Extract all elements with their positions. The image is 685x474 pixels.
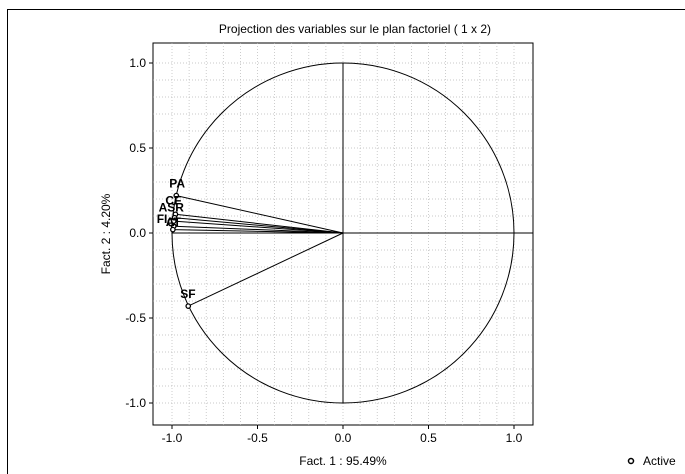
point-label: ASR <box>159 201 185 215</box>
x-axis-label: Fact. 1 : 95.49% <box>299 454 387 468</box>
point-label: FI <box>157 212 168 226</box>
y-tick-label: 0.0 <box>129 226 146 240</box>
data-point <box>173 192 180 199</box>
data-point <box>170 218 177 224</box>
vector-line <box>188 232 344 307</box>
x-tick-label: 1.0 <box>506 431 523 445</box>
y-tick-label: -1.0 <box>125 396 146 410</box>
point-label: C <box>167 216 176 230</box>
legend: Active <box>627 454 676 468</box>
y-tick-label: -0.5 <box>125 311 146 325</box>
legend-marker <box>627 457 635 465</box>
y-tick-label: 0.5 <box>129 141 146 155</box>
chart-frame <box>7 9 685 474</box>
point-label: SF <box>180 287 195 301</box>
data-point <box>185 303 192 309</box>
vector-line <box>176 195 344 234</box>
y-tick-labels: 1.0 0.5 0.0 -0.5 -1.0 <box>125 56 153 410</box>
x-tick-label: 0.5 <box>420 431 437 445</box>
legend-label: Active <box>643 454 676 468</box>
vector-line <box>174 217 344 234</box>
x-tick-labels: -1.0 -0.5 0.0 0.5 1.0 <box>162 425 523 445</box>
chart-title: Projection des variables sur le plan fac… <box>219 22 491 36</box>
x-tick-label: 0.0 <box>335 431 352 445</box>
point-label: CF <box>165 193 181 207</box>
y-axis-label: Fact. 2 : 4.20% <box>99 193 113 274</box>
point-label: PA <box>169 177 185 191</box>
x-tick-label: -1.0 <box>162 431 183 445</box>
y-tick-label: 1.0 <box>129 56 146 70</box>
vector-line <box>175 213 344 234</box>
x-tick-label: -0.5 <box>247 431 268 445</box>
vector-line <box>173 225 344 234</box>
vector-line <box>172 229 344 234</box>
vector-line <box>173 220 344 234</box>
point-label: AT <box>166 215 182 229</box>
data-point <box>170 226 176 233</box>
